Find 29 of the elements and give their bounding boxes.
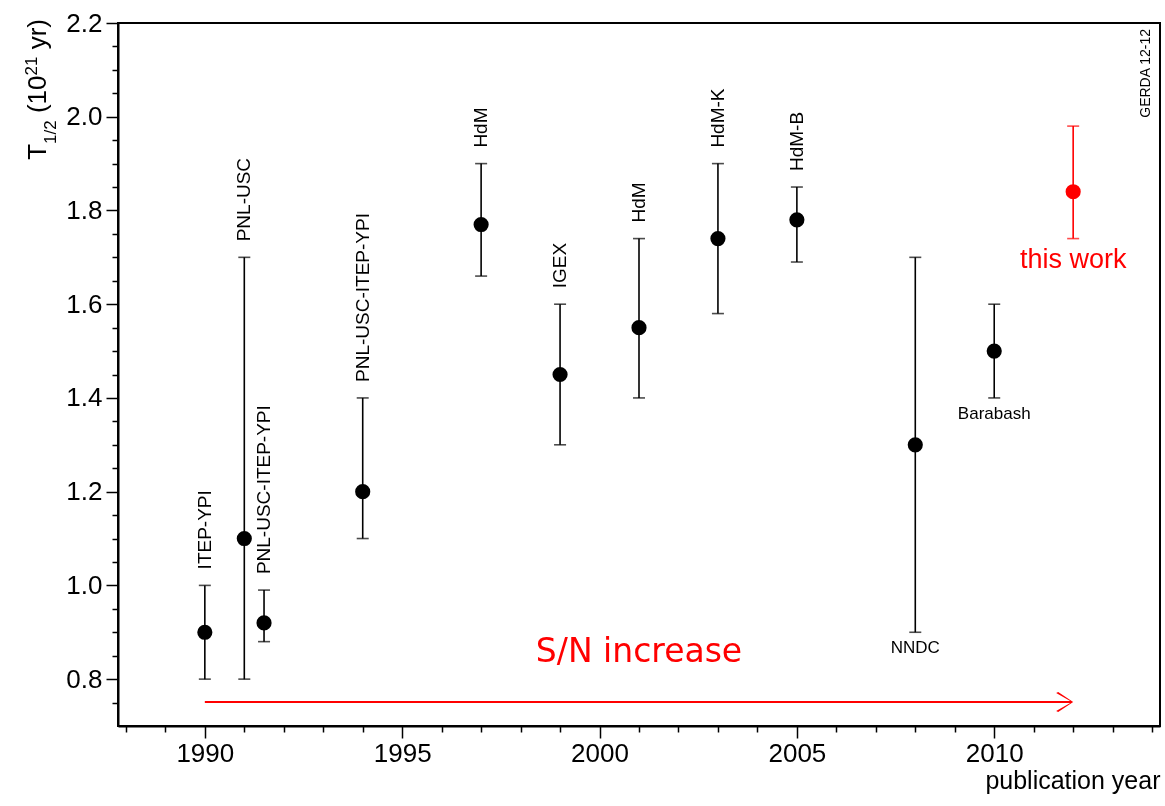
annotation: HdM xyxy=(470,107,492,148)
point xyxy=(236,530,252,547)
annotation: PNL-USC-ITEP-YPI xyxy=(253,405,275,575)
annotation: PNL-USC xyxy=(233,157,255,242)
x-axis-title: publication year xyxy=(985,765,1161,794)
y-tick-label: 1.6 xyxy=(66,288,103,319)
annotation: HdM xyxy=(628,182,649,223)
x-tick-label: 2000 xyxy=(571,737,629,768)
y-tick-label: 1.0 xyxy=(66,569,103,600)
annotation: HdM-B xyxy=(785,111,807,172)
y-tick-label: 0.8 xyxy=(66,663,103,694)
x-tick-label: 2010 xyxy=(965,737,1024,768)
y-tick-label: 1.4 xyxy=(66,382,103,413)
annotation: NNDC xyxy=(890,638,940,658)
x-tick-label: 1990 xyxy=(176,737,235,768)
y-tick-label: 1.2 xyxy=(66,476,103,507)
y-tick-label: 1.8 xyxy=(66,194,103,225)
annotation: GERDA 12-12 xyxy=(1137,28,1153,118)
y-tick-label: 2.0 xyxy=(66,101,103,132)
y-tick-label: 2.2 xyxy=(66,7,103,38)
x-tick-label: 1995 xyxy=(373,737,432,768)
annotation: HdM-K xyxy=(706,88,728,148)
annotation: ITEP-YPI xyxy=(193,490,215,570)
annotation: PNL-USC-ITEP-YPI xyxy=(351,213,373,382)
x-tick-label: 2005 xyxy=(768,737,827,768)
annotation: Barabash xyxy=(957,403,1031,423)
annotation: IGEX xyxy=(549,242,571,289)
annotation: this work xyxy=(1019,243,1127,274)
annotation: S/N increase xyxy=(535,631,743,670)
